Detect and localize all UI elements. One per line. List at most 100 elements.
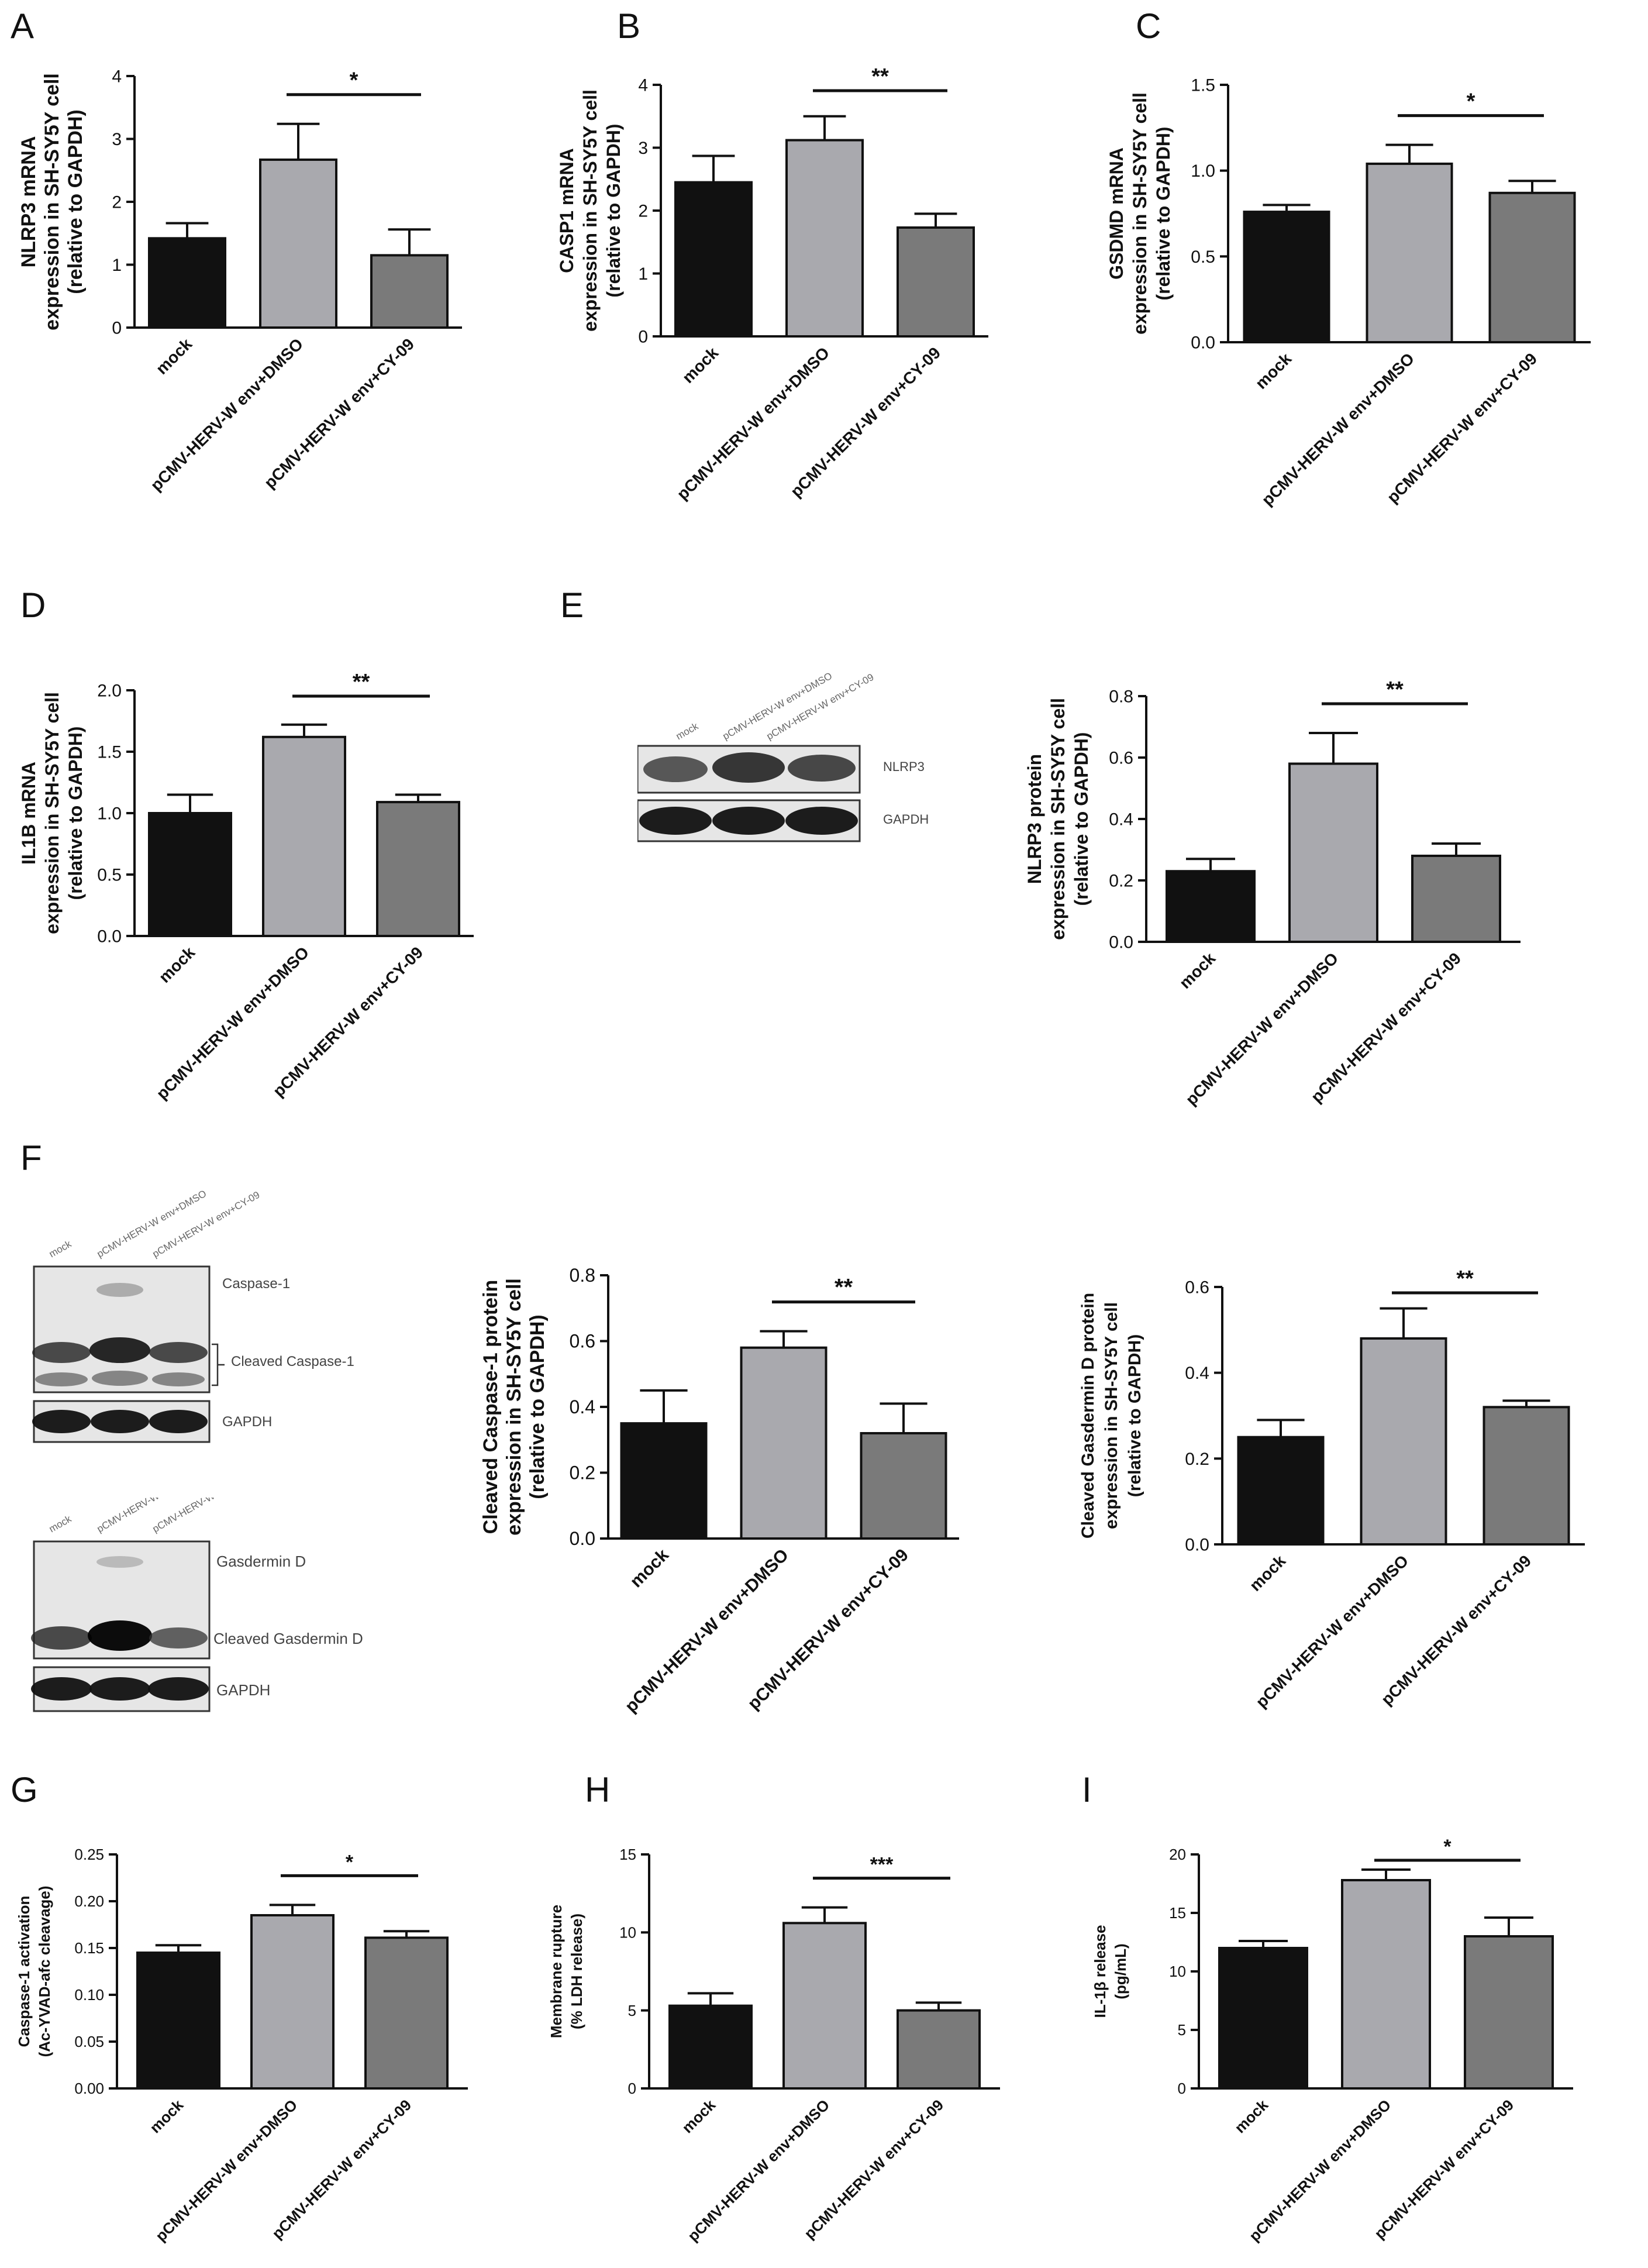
x-category-label: pCMV-HERV-W env+CY-09 bbox=[1384, 349, 1541, 507]
y-tick-label: 0.0 bbox=[570, 1528, 595, 1549]
blot-band bbox=[31, 1677, 92, 1701]
panel-label-i: I bbox=[1082, 1770, 1092, 1809]
blot-band bbox=[88, 1620, 152, 1651]
blot-band bbox=[148, 1677, 209, 1701]
bar-1 bbox=[259, 158, 337, 329]
y-tick-label: 0.20 bbox=[74, 1892, 104, 1910]
y-axis-label: expression in SH-SY5Y cell bbox=[1129, 92, 1150, 335]
y-tick-label: 0.8 bbox=[570, 1265, 595, 1286]
y-tick-label: 0.4 bbox=[570, 1396, 595, 1417]
y-tick-label: 0.10 bbox=[74, 1986, 104, 2004]
y-tick-label: 0.5 bbox=[1191, 247, 1215, 267]
y-tick-label: 1.5 bbox=[97, 743, 122, 762]
y-tick-label: 20 bbox=[1169, 1846, 1186, 1863]
blot-band-label: NLRP3 bbox=[883, 759, 925, 774]
x-category-label: mock bbox=[146, 2096, 187, 2137]
significance-marker: * bbox=[346, 1851, 354, 1873]
y-tick-label: 0.00 bbox=[74, 2080, 104, 2097]
y-axis-label: (relative to GAPDH) bbox=[64, 109, 87, 294]
y-axis-label: Cleaved Gasdermin D protein bbox=[1078, 1293, 1098, 1539]
y-tick-label: 0 bbox=[638, 328, 648, 347]
blot-band-label: GAPDH bbox=[222, 1414, 272, 1430]
bar-1 bbox=[1288, 762, 1378, 943]
significance-marker: ** bbox=[1456, 1266, 1474, 1291]
chart-nlrp3-protein: 0.0 0.2 0.4 0.6 0.8 NLRP3 protein expression i… bbox=[1024, 677, 1521, 1109]
bar-0 bbox=[148, 812, 232, 937]
blot-band bbox=[149, 1342, 208, 1363]
y-tick-label: 10 bbox=[1169, 1963, 1186, 1980]
y-tick-label: 0 bbox=[1178, 2080, 1186, 2097]
x-category-label: mock bbox=[1246, 1551, 1290, 1595]
bar-2 bbox=[897, 2009, 981, 2090]
y-tick-label: 0.6 bbox=[570, 1331, 595, 1352]
significance-marker: ** bbox=[353, 670, 370, 694]
y-tick-label: 0.8 bbox=[1109, 687, 1133, 707]
y-axis-label: expression in SH-SY5Y cell bbox=[42, 692, 63, 934]
y-axis-label: Cleaved Caspase-1 protein bbox=[480, 1280, 502, 1534]
x-category-label: pCMV-HERV-W env+CY-09 bbox=[1308, 949, 1465, 1106]
y-axis-label: NLRP3 mRNA bbox=[18, 136, 40, 268]
blot-band bbox=[32, 1410, 91, 1433]
blot-band bbox=[149, 1410, 208, 1433]
bar-0 bbox=[148, 237, 226, 329]
x-category-label: mock bbox=[1176, 949, 1219, 992]
blot-band bbox=[35, 1372, 88, 1386]
y-axis-label: (relative to GAPDH) bbox=[1153, 127, 1174, 301]
x-category-label: mock bbox=[679, 343, 722, 387]
bar-0 bbox=[1243, 211, 1330, 344]
chart-casp1-mrna: 0 1 2 3 4 CASP1 mRNA expression in SH-SY5Y cel… bbox=[556, 64, 988, 503]
blot-band bbox=[96, 1283, 143, 1297]
chart-gsdmd-mrna: 0.0 0.5 1.0 1.5 GSDMD mRNA expression in SH-S… bbox=[1106, 76, 1591, 509]
y-axis-label: expression in SH-SY5Y cell bbox=[580, 90, 601, 332]
y-tick-label: 0.4 bbox=[1109, 810, 1133, 830]
blot-band bbox=[149, 1627, 208, 1648]
y-tick-label: 0.2 bbox=[570, 1462, 595, 1484]
y-axis-label: (Ac-YVAD-afc cleavage) bbox=[36, 1886, 53, 2057]
y-tick-label: 15 bbox=[619, 1846, 636, 1863]
blot-band bbox=[89, 1337, 150, 1363]
blot-band-label: GAPDH bbox=[216, 1681, 270, 1699]
panel-label-e: E bbox=[560, 586, 584, 625]
blot-lane-label: pCMV-HERV-W env+CY-09 bbox=[151, 1498, 262, 1534]
y-axis-label: NLRP3 protein bbox=[1024, 754, 1045, 884]
blot-band bbox=[89, 1677, 150, 1701]
y-tick-label: 2.0 bbox=[97, 682, 122, 701]
blot-band bbox=[788, 755, 856, 782]
x-category-label: pCMV-HERV-W env+CY-09 bbox=[1378, 1551, 1535, 1709]
bar-0 bbox=[136, 1952, 220, 2090]
y-tick-label: 0.6 bbox=[1185, 1278, 1209, 1298]
bar-1 bbox=[785, 139, 864, 338]
y-axis-label: Caspase-1 activation bbox=[15, 1896, 33, 2047]
x-category-label: pCMV-HERV-W env+CY-09 bbox=[1371, 2096, 1517, 2242]
significance-marker: * bbox=[1443, 1836, 1452, 1858]
bar-2 bbox=[1411, 855, 1501, 943]
y-axis-label: (relative to GAPDH) bbox=[1071, 732, 1092, 906]
y-axis-label: (relative to GAPDH) bbox=[65, 727, 86, 900]
y-tick-label: 0.25 bbox=[74, 1846, 104, 1863]
y-tick-label: 0 bbox=[112, 319, 122, 338]
significance-marker: *** bbox=[870, 1854, 894, 1876]
y-tick-label: 0 bbox=[628, 2080, 636, 2097]
panel-label-f: F bbox=[20, 1138, 42, 1178]
significance-marker: ** bbox=[835, 1275, 853, 1300]
y-axis-label: (relative to GAPDH) bbox=[603, 124, 624, 298]
chart-cleaved-gasdermin-protein: 0.0 0.2 0.4 0.6 Cleaved Gasdermin D protein e… bbox=[1078, 1266, 1585, 1711]
blot-lane-label: pCMV-HERV-W env+CY-09 bbox=[151, 1189, 262, 1260]
y-tick-label: 2 bbox=[638, 202, 648, 221]
y-tick-label: 3 bbox=[112, 130, 122, 149]
y-tick-label: 1.0 bbox=[1191, 161, 1215, 181]
bar-1 bbox=[1366, 162, 1453, 344]
bar-2 bbox=[1482, 1406, 1570, 1546]
chart-cleaved-caspase1-protein: 0.0 0.2 0.4 0.6 0.8 Cleaved Caspase-1 protein… bbox=[480, 1265, 959, 1716]
bar-2 bbox=[1464, 1935, 1554, 2090]
bar-0 bbox=[668, 2004, 753, 2090]
y-tick-label: 0.6 bbox=[1109, 749, 1133, 768]
y-axis-label: (pg/mL) bbox=[1112, 1943, 1129, 1999]
y-tick-label: 2 bbox=[112, 193, 122, 212]
y-tick-label: 0.15 bbox=[74, 1939, 104, 1957]
y-tick-label: 0.4 bbox=[1185, 1364, 1209, 1383]
blot-band bbox=[96, 1556, 143, 1568]
blot-band-label: Gasdermin D bbox=[216, 1553, 306, 1570]
